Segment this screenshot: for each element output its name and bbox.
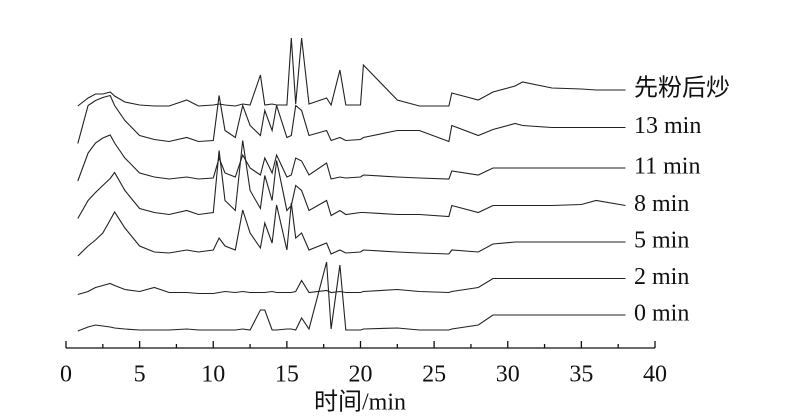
legend-label: 0 min — [634, 301, 689, 327]
trace — [77, 94, 626, 144]
legend-label: 11 min — [634, 154, 700, 180]
x-tick-label: 30 — [496, 362, 520, 388]
trace — [77, 261, 626, 332]
x-tick-label: 20 — [349, 362, 373, 388]
x-tick-label: 5 — [134, 362, 146, 388]
trace — [77, 202, 626, 257]
trace — [77, 140, 626, 219]
legend-label: 5 min — [634, 228, 689, 254]
trace — [77, 37, 626, 107]
x-tick-label: 25 — [422, 362, 446, 388]
legend-label: 2 min — [634, 264, 689, 290]
legend-label: 8 min — [634, 191, 689, 217]
x-tick-label: 10 — [201, 362, 225, 388]
x-tick-label: 35 — [569, 362, 593, 388]
legend-label: 先粉后炒 — [634, 75, 730, 102]
trace — [77, 134, 626, 182]
x-tick-label: 0 — [60, 362, 72, 388]
x-tick-label: 15 — [275, 362, 299, 388]
legend-label: 13 min — [634, 113, 701, 139]
x-tick-label: 40 — [643, 362, 667, 388]
trace — [77, 277, 626, 296]
x-axis-label: 时间/min — [314, 389, 406, 416]
